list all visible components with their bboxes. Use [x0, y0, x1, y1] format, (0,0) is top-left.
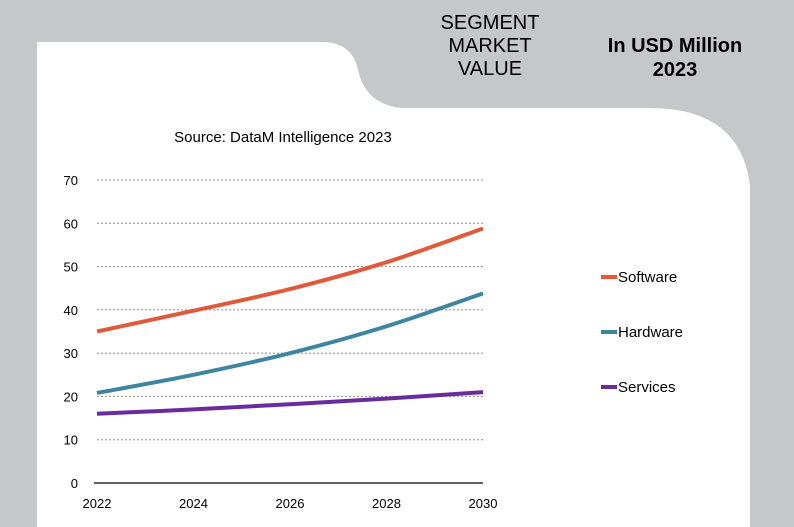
series-line-services	[96, 390, 484, 416]
legend: Software Hardware Services	[601, 269, 683, 396]
y-tick-label: 50	[64, 260, 78, 275]
y-tick-label: 70	[64, 173, 78, 188]
x-tick-label: 2030	[469, 496, 498, 511]
legend-label-hardware: Hardware	[618, 324, 683, 341]
series-line-software	[96, 226, 484, 334]
series-line-hardware	[96, 291, 484, 395]
chart-subtitle: Source: DataM Intelligence 2023	[174, 129, 392, 146]
unit-title: In USD Million 2023	[607, 35, 743, 81]
series-lines	[96, 226, 484, 416]
x-tick-label: 2024	[179, 496, 208, 511]
x-tick-label: 2026	[276, 496, 305, 511]
x-tick-label: 2028	[372, 496, 401, 511]
x-tick-label: 2022	[83, 496, 112, 511]
y-tick-label: 20	[64, 389, 78, 404]
y-tick-label: 40	[64, 303, 78, 318]
header-block: SEGMENT MARKET VALUE In USD Million 2023	[0, 0, 794, 110]
gridlines	[97, 179, 483, 441]
white-panel	[37, 42, 750, 527]
segment-market-value-title: SEGMENT MARKET VALUE	[440, 12, 540, 80]
legend-label-services: Services	[618, 379, 676, 396]
y-tick-label: 30	[64, 346, 78, 361]
legend-label-software: Software	[618, 269, 677, 286]
y-tick-label: 60	[64, 216, 78, 231]
y-tick-label: 0	[71, 476, 78, 491]
y-tick-label: 10	[64, 433, 78, 448]
